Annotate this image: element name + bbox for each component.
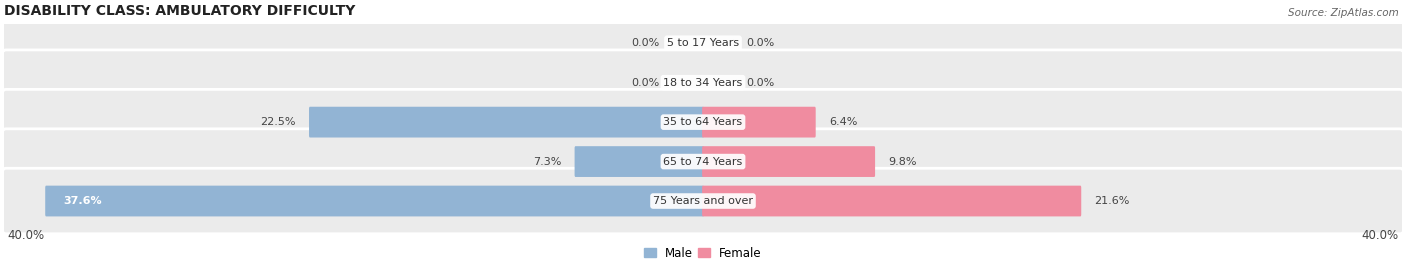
Text: 40.0%: 40.0%: [7, 229, 45, 243]
Text: 65 to 74 Years: 65 to 74 Years: [664, 157, 742, 167]
Text: 0.0%: 0.0%: [631, 38, 659, 48]
FancyBboxPatch shape: [45, 186, 704, 217]
Text: 0.0%: 0.0%: [747, 78, 775, 88]
Text: 0.0%: 0.0%: [631, 78, 659, 88]
Text: DISABILITY CLASS: AMBULATORY DIFFICULTY: DISABILITY CLASS: AMBULATORY DIFFICULTY: [4, 4, 356, 18]
FancyBboxPatch shape: [0, 129, 1406, 194]
Text: 6.4%: 6.4%: [828, 117, 858, 127]
Text: 35 to 64 Years: 35 to 64 Years: [664, 117, 742, 127]
Text: 22.5%: 22.5%: [260, 117, 295, 127]
Text: Source: ZipAtlas.com: Source: ZipAtlas.com: [1288, 8, 1399, 18]
Text: 7.3%: 7.3%: [533, 157, 561, 167]
Text: 9.8%: 9.8%: [889, 157, 917, 167]
FancyBboxPatch shape: [0, 10, 1406, 76]
FancyBboxPatch shape: [0, 90, 1406, 155]
FancyBboxPatch shape: [0, 50, 1406, 116]
FancyBboxPatch shape: [309, 107, 704, 137]
Text: 75 Years and over: 75 Years and over: [652, 196, 754, 206]
Text: 40.0%: 40.0%: [1361, 229, 1399, 243]
Text: 21.6%: 21.6%: [1094, 196, 1130, 206]
Text: 5 to 17 Years: 5 to 17 Years: [666, 38, 740, 48]
Text: 0.0%: 0.0%: [747, 38, 775, 48]
FancyBboxPatch shape: [702, 146, 875, 177]
Text: 37.6%: 37.6%: [63, 196, 103, 206]
Text: 18 to 34 Years: 18 to 34 Years: [664, 78, 742, 88]
FancyBboxPatch shape: [575, 146, 704, 177]
Legend: Male, Female: Male, Female: [640, 242, 766, 264]
FancyBboxPatch shape: [0, 168, 1406, 234]
FancyBboxPatch shape: [702, 186, 1081, 217]
FancyBboxPatch shape: [702, 107, 815, 137]
